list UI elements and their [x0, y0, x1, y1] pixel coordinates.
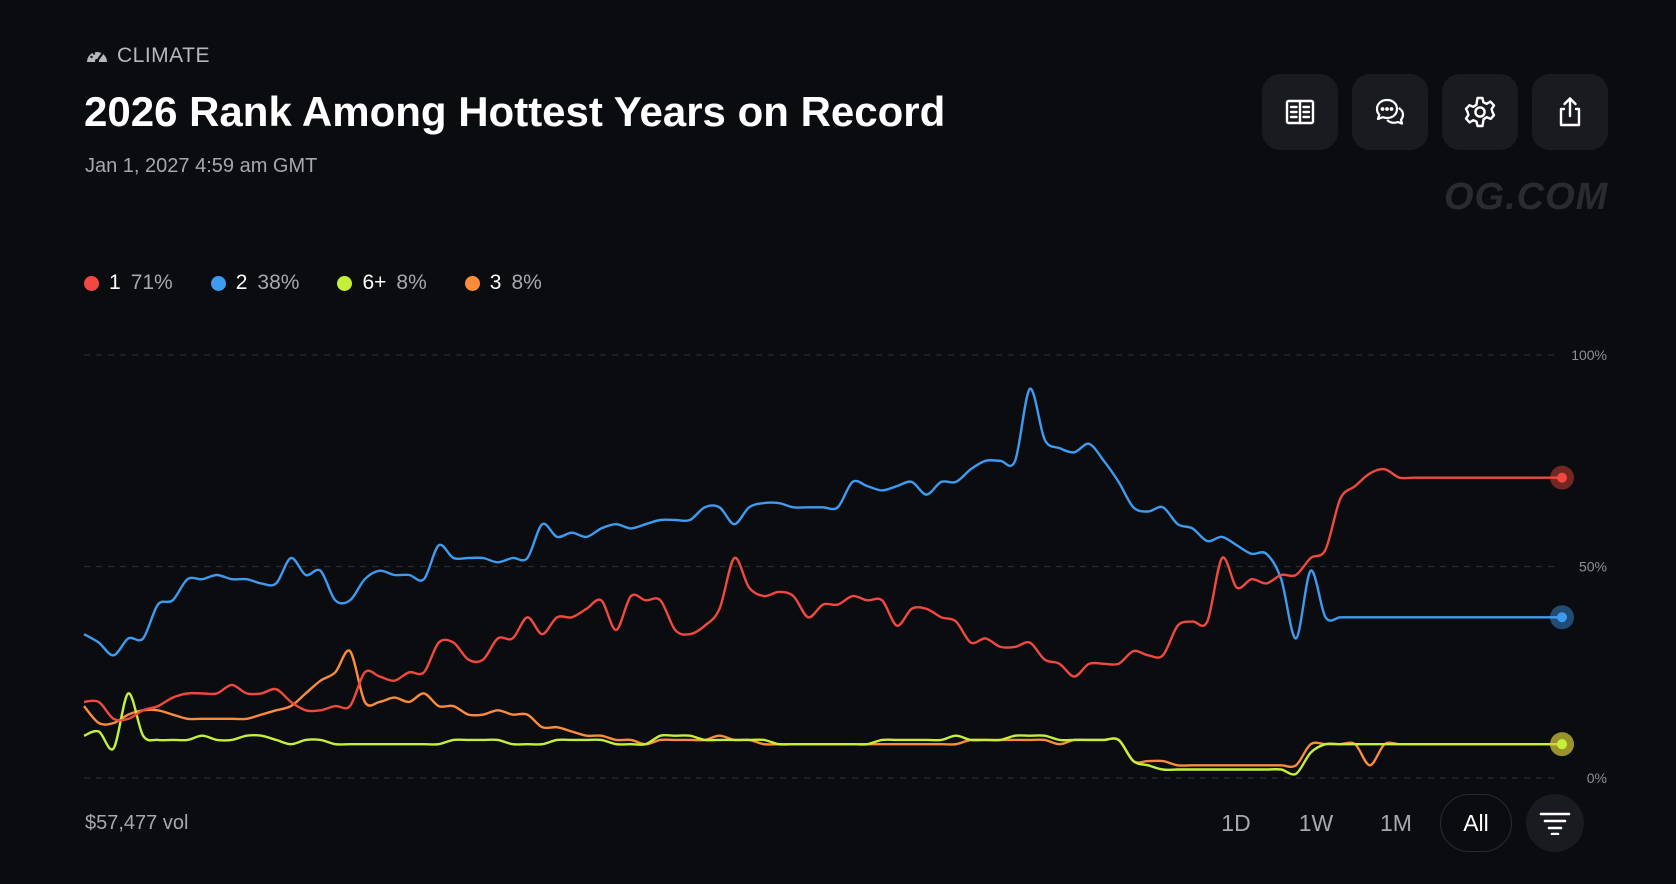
legend-label: 1 — [109, 271, 121, 294]
filter-icon — [1539, 812, 1571, 835]
watermark-logo: OG.COM — [1444, 176, 1609, 218]
y-tick-label: 50% — [1579, 559, 1607, 575]
legend-label: 3 — [489, 271, 502, 294]
legend-percent: 8% — [511, 271, 542, 294]
price-chart[interactable]: 0% 50% 100% — [0, 330, 1676, 800]
rules-button[interactable] — [1262, 74, 1338, 150]
legend-swatch-6plus — [337, 275, 353, 291]
legend-item-1[interactable]: 1 71% — [84, 271, 173, 295]
gear-icon — [1464, 96, 1496, 128]
range-1w-button[interactable]: 1W — [1298, 809, 1334, 836]
chart-legend: 1 71% 2 38% 6+ 8% 3 8% — [84, 271, 542, 295]
settings-button[interactable] — [1442, 74, 1518, 150]
market-title: 2026 Rank Among Hottest Years on Record — [84, 88, 946, 135]
series-line-6+ — [83, 692, 1562, 776]
time-range-selector: 1D 1W 1M All — [1200, 794, 1584, 852]
category-text: CLIMATE — [117, 44, 210, 67]
legend-swatch-3 — [464, 275, 480, 291]
legend-percent: 71% — [130, 271, 173, 294]
share-button[interactable] — [1532, 74, 1608, 150]
comments-button[interactable] — [1352, 74, 1428, 150]
endpoint-dot-2 — [1557, 612, 1567, 623]
legend-swatch-1 — [84, 275, 99, 291]
endpoint-dot-6+ — [1557, 739, 1567, 750]
legend-percent: 8% — [396, 271, 427, 294]
legend-percent: 38% — [257, 271, 300, 294]
legend-item-6plus[interactable]: 6+ 8% — [337, 271, 427, 295]
legend-label: 2 — [235, 271, 248, 294]
legend-item-2[interactable]: 2 38% — [210, 271, 300, 295]
y-tick-label: 0% — [1587, 770, 1607, 786]
series-line-1 — [83, 467, 1562, 722]
legend-swatch-2 — [210, 275, 226, 291]
range-1d-button[interactable]: 1D — [1221, 809, 1251, 836]
category-label: CLIMATE — [85, 44, 210, 68]
endpoint-dot-1 — [1557, 472, 1567, 483]
y-tick-label: 100% — [1571, 347, 1607, 363]
toolbar — [1262, 74, 1608, 150]
legend-label: 6+ — [362, 271, 387, 294]
series-line-2 — [83, 387, 1562, 657]
gauge-icon — [87, 52, 107, 63]
filter-button[interactable] — [1526, 794, 1584, 852]
legend-item-3[interactable]: 3 8% — [464, 271, 542, 295]
series-line-3 — [83, 649, 1562, 768]
share-icon — [1559, 97, 1581, 127]
volume-label: $57,477 vol — [85, 812, 189, 834]
chat-icon — [1375, 98, 1405, 125]
market-date: Jan 1, 2027 4:59 am GMT — [85, 155, 318, 177]
document-icon — [1285, 99, 1315, 125]
range-all-button[interactable]: All — [1440, 794, 1512, 852]
range-1m-button[interactable]: 1M — [1380, 809, 1412, 836]
